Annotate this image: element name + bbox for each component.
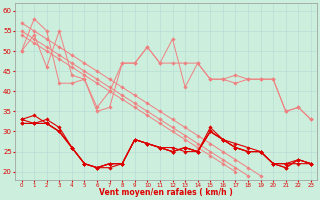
X-axis label: Vent moyen/en rafales ( km/h ): Vent moyen/en rafales ( km/h ) <box>100 188 233 197</box>
